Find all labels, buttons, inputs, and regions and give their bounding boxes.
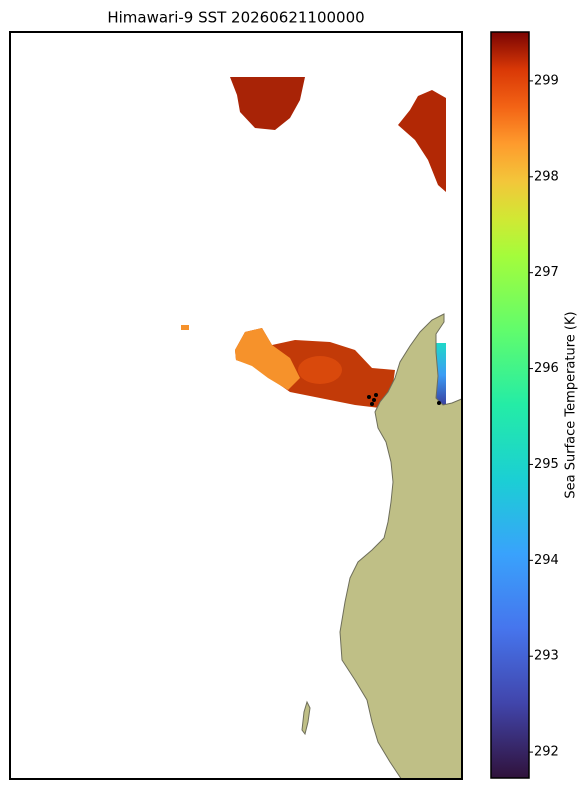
sst-patch <box>298 356 342 384</box>
map-area <box>181 77 462 779</box>
colorbar-label: Sea Surface Temperature (K) <box>564 311 579 498</box>
colorbar-tick-label: 293 <box>534 649 559 664</box>
colorbar-tick-label: 298 <box>534 169 559 184</box>
point <box>374 393 378 397</box>
map-frame <box>9 31 463 780</box>
island <box>301 700 311 736</box>
sst-patch <box>235 328 300 390</box>
colorbar-tick-label: 295 <box>534 457 559 472</box>
sst-patch <box>181 325 189 330</box>
land <box>339 313 462 779</box>
points <box>367 393 441 406</box>
colorbar-tick-label: 296 <box>534 361 559 376</box>
point <box>367 395 371 399</box>
colorbar-tick-label: 292 <box>534 745 559 760</box>
colorbar-tick-label: 299 <box>534 73 559 88</box>
sst-patch <box>230 77 305 130</box>
point <box>370 402 374 406</box>
colorbar <box>490 31 530 779</box>
point <box>437 401 441 405</box>
colorbar-tick-label: 294 <box>534 553 559 568</box>
sst-patch <box>398 90 446 192</box>
map-title: Himawari-9 SST 20260621100000 <box>107 9 364 27</box>
colorbar-tick-label: 297 <box>534 265 559 280</box>
point <box>372 398 376 402</box>
